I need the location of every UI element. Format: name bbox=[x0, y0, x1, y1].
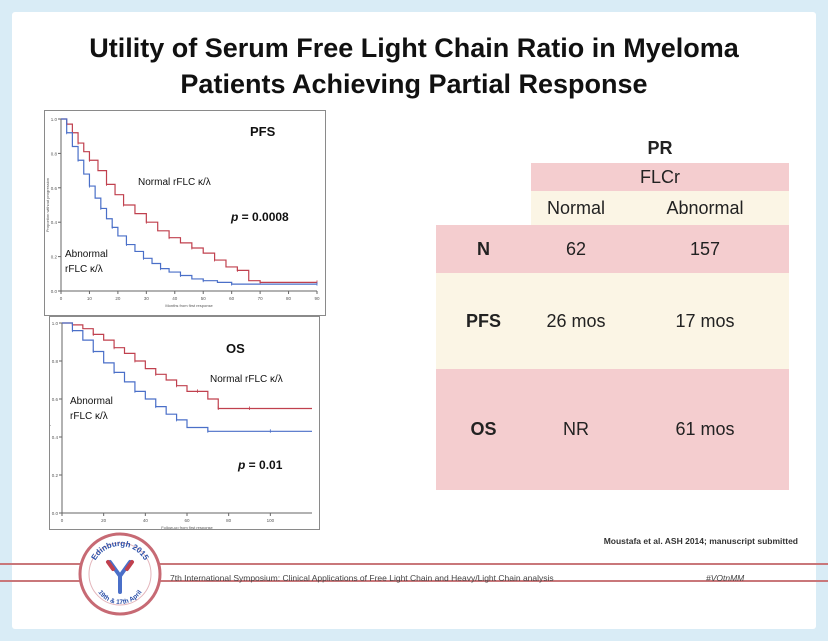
y-tick-label: 0.0 bbox=[52, 511, 59, 516]
chart-title: PFS bbox=[250, 124, 276, 139]
title-line-2: Patients Achieving Partial Response bbox=[180, 69, 648, 99]
x-axis-label: Months from first response bbox=[165, 303, 213, 308]
slide-title: Utility of Serum Free Light Chain Ratio … bbox=[0, 30, 828, 102]
series-label: Normal rFLC κ/λ bbox=[138, 177, 211, 188]
x-tick-label: 30 bbox=[144, 296, 150, 301]
row-abnormal-value: 157 bbox=[689, 238, 721, 259]
y-tick-label: 0.6 bbox=[51, 186, 58, 191]
y-tick-label: 1.0 bbox=[51, 117, 58, 122]
x-tick-label: 20 bbox=[115, 296, 121, 301]
row-label: N bbox=[477, 238, 490, 259]
table-header-row: PR bbox=[436, 133, 789, 163]
row-normal-value: NR bbox=[563, 419, 589, 439]
x-tick-label: 90 bbox=[314, 296, 320, 301]
series-label: Normal rFLC κ/λ bbox=[210, 374, 283, 385]
col-abnormal: Abnormal bbox=[621, 191, 789, 225]
y-tick-label: 0.8 bbox=[52, 359, 59, 364]
table-row-pfs: PFS 26 mos 17 mos bbox=[436, 273, 789, 369]
pfs-chart: 0.0 0.2 0.4 0.6 0.8 1.0 0 10 20 30 40 50 60 70 80 90 Pro… bbox=[45, 117, 320, 308]
y-tick-label: 0.0 bbox=[51, 289, 58, 294]
hashtag: #VOtnMM bbox=[706, 573, 745, 583]
os-chart-panel: 0.0 0.2 0.4 0.6 0.8 1.0 0 20 40 60 80 100 Proportion… bbox=[46, 316, 320, 530]
x-tick-label: 80 bbox=[286, 296, 292, 301]
y-axis-label: Proportion without progression bbox=[45, 178, 50, 232]
x-tick-label: 60 bbox=[184, 518, 190, 523]
series-label: rFLC κ/λ bbox=[70, 411, 108, 422]
header-pr: PR bbox=[647, 137, 673, 158]
row-abnormal-value: 17 mos bbox=[675, 310, 735, 331]
x-tick-label: 100 bbox=[267, 518, 275, 523]
x-tick-label: 80 bbox=[226, 518, 232, 523]
series-label: rFLC κ/λ bbox=[65, 264, 103, 275]
x-tick-label: 0 bbox=[60, 296, 63, 301]
antibody-icon bbox=[106, 560, 134, 594]
results-table: PR FLCr Normal Abnormal N 62 157 PFS 26 … bbox=[436, 133, 789, 490]
table-row-os: OS NR 61 mos bbox=[436, 369, 789, 490]
p-value: p = 0.01 bbox=[237, 458, 283, 472]
y-tick-label: 0.2 bbox=[51, 255, 58, 260]
chart-title: OS bbox=[226, 341, 245, 356]
x-tick-label: 10 bbox=[87, 296, 93, 301]
p-value: p = 0.0008 bbox=[230, 210, 289, 224]
y-tick-label: 0.2 bbox=[52, 473, 59, 478]
row-label: OS bbox=[470, 419, 497, 439]
series-line bbox=[62, 322, 312, 432]
col-normal: Normal bbox=[531, 191, 621, 225]
title-line-1: Utility of Serum Free Light Chain Ratio … bbox=[89, 33, 739, 63]
symposium-logo: Edinburgh 2015 19th & 17th April bbox=[78, 532, 162, 616]
x-tick-label: 70 bbox=[258, 296, 264, 301]
row-normal-value: 62 bbox=[565, 238, 587, 259]
symposium-text: 7th International Symposium: Clinical Ap… bbox=[170, 573, 554, 583]
footer-divider-bottom bbox=[0, 580, 828, 582]
header-flcr: FLCr bbox=[531, 163, 789, 191]
table-subheader-row: FLCr bbox=[436, 163, 789, 191]
os-chart: 0.0 0.2 0.4 0.6 0.8 1.0 0 20 40 60 80 100 Proportion… bbox=[46, 321, 312, 530]
series-label: Abnormal bbox=[70, 396, 113, 407]
x-tick-label: 0 bbox=[61, 518, 64, 523]
x-tick-label: 40 bbox=[172, 296, 178, 301]
citation: Moustafa et al. ASH 2014; manuscript sub… bbox=[603, 536, 798, 546]
table-column-row: Normal Abnormal bbox=[436, 191, 789, 225]
x-tick-label: 60 bbox=[229, 296, 235, 301]
pfs-chart-panel: 0.0 0.2 0.4 0.6 0.8 1.0 0 10 20 30 40 50 60 70 80 90 Pro… bbox=[44, 110, 326, 316]
y-tick-label: 0.4 bbox=[52, 435, 59, 440]
series-line bbox=[62, 322, 312, 410]
row-abnormal-value: 61 mos bbox=[675, 419, 735, 439]
x-tick-label: 40 bbox=[143, 518, 149, 523]
y-tick-label: 0.6 bbox=[52, 397, 59, 402]
y-tick-label: 0.8 bbox=[51, 151, 58, 156]
row-label: PFS bbox=[465, 310, 501, 331]
footer-divider-top bbox=[0, 563, 828, 565]
y-tick-label: 0.4 bbox=[51, 220, 58, 225]
row-normal-value: 26 mos bbox=[546, 310, 606, 331]
x-axis-label: Follow-up from first response bbox=[161, 525, 213, 529]
y-axis-label: Proportion alive bbox=[50, 403, 51, 432]
x-tick-label: 50 bbox=[201, 296, 207, 301]
x-tick-label: 20 bbox=[101, 518, 107, 523]
table-row-n: N 62 157 bbox=[436, 225, 789, 273]
y-tick-label: 1.0 bbox=[52, 321, 59, 326]
series-label: Abnormal bbox=[65, 249, 108, 260]
